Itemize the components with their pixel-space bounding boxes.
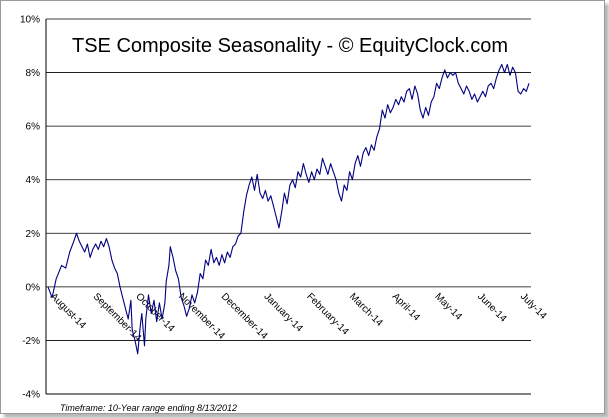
chart-footnote: Timeframe: 10-Year range ending 8/13/201… — [60, 403, 237, 413]
y-tick-label: 0% — [26, 282, 41, 293]
x-tick-label: March-14 — [347, 291, 385, 329]
y-tick-labels: 10% 8% 6% 4% 2% 0% -2% -4% — [20, 15, 40, 401]
x-tick-label: May-14 — [432, 291, 464, 323]
gridlines — [46, 18, 531, 341]
x-tick-label: June-14 — [475, 291, 509, 325]
x-tick-label: February-14 — [304, 291, 351, 338]
x-tick-label: July-14 — [518, 291, 549, 322]
y-tick-label: 4% — [26, 175, 41, 186]
x-tick-label: August-14 — [48, 291, 88, 331]
x-tick-label: April-14 — [390, 291, 422, 323]
y-tick-label: 10% — [20, 15, 40, 26]
y-tick-label: -2% — [22, 336, 40, 347]
y-tick-label: 6% — [26, 122, 41, 133]
y-tick-label: 8% — [26, 68, 41, 79]
series-line — [47, 63, 530, 355]
x-tick-label: January-14 — [262, 291, 305, 334]
chart-title: TSE Composite Seasonality - © EquityCloc… — [72, 35, 508, 57]
y-tick-label: 2% — [26, 229, 41, 240]
y-tick-label: -4% — [22, 390, 40, 401]
